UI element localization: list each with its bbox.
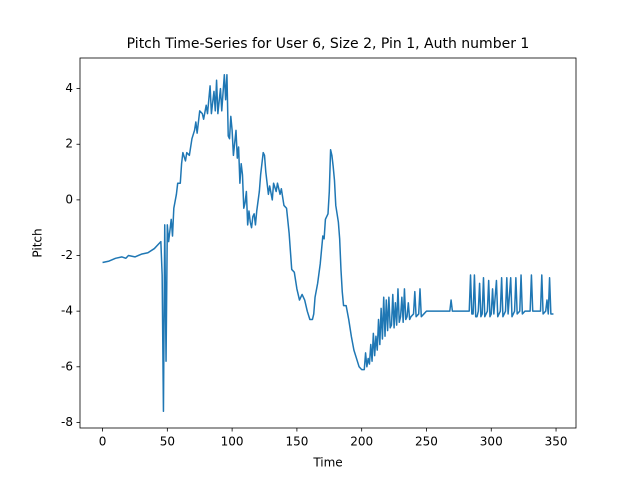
x-tick-label: 0	[99, 435, 107, 449]
y-tick-label: 4	[65, 81, 73, 95]
x-tick-label: 300	[480, 435, 503, 449]
y-tick-label: 0	[65, 192, 73, 206]
y-tick-label: -6	[61, 359, 73, 373]
plot-area	[102, 73, 554, 413]
x-tick-label: 150	[285, 435, 308, 449]
x-tick-label: 50	[160, 435, 175, 449]
x-axis-label: Time	[312, 456, 342, 470]
x-tick-label: 200	[350, 435, 373, 449]
y-axis-label: Pitch	[31, 228, 45, 257]
x-tick-label: 250	[415, 435, 438, 449]
axes-frame	[79, 57, 577, 429]
line-series	[102, 73, 554, 413]
y-tick-label: -8	[61, 415, 73, 429]
y-tick-label: 2	[65, 137, 73, 151]
y-tick-label: -4	[61, 304, 73, 318]
chart-title: Pitch Time-Series for User 6, Size 2, Pi…	[127, 36, 530, 52]
x-tick-label: 100	[221, 435, 244, 449]
x-tick-label: 350	[545, 435, 568, 449]
y-tick-label: -2	[61, 248, 73, 262]
